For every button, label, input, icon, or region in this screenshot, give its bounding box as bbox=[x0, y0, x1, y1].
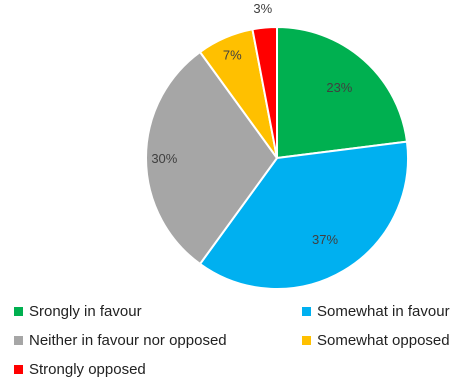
legend-item-strongly-in-favour: Srongly in favour bbox=[14, 303, 142, 320]
legend-swatch bbox=[302, 336, 311, 345]
pie-slice-neither-in-favour-nor-opposed bbox=[145, 50, 279, 266]
legend-label: Strongly opposed bbox=[29, 361, 146, 378]
slice-data-label: 23% bbox=[326, 80, 352, 95]
legend-item-strongly-opposed: Strongly opposed bbox=[14, 361, 146, 378]
pie-chart: 23% 37% 30% 7% 3% bbox=[145, 1, 409, 290]
legend-swatch bbox=[14, 307, 23, 316]
legend-swatch bbox=[302, 307, 311, 316]
legend-swatch bbox=[14, 365, 23, 374]
legend-swatch bbox=[14, 336, 23, 345]
slice-data-label: 30% bbox=[151, 151, 177, 166]
legend-label: Srongly in favour bbox=[29, 303, 142, 320]
slice-data-label: 3% bbox=[253, 1, 272, 16]
pie-slice-srongly-in-favour bbox=[276, 25, 409, 160]
legend-item-somewhat-in-favour: Somewhat in favour bbox=[302, 303, 450, 320]
legend-label: Neither in favour nor opposed bbox=[29, 332, 227, 349]
slice-data-label: 7% bbox=[223, 48, 242, 63]
legend-item-somewhat-opposed: Somewhat opposed bbox=[302, 332, 450, 349]
legend-item-neither: Neither in favour nor opposed bbox=[14, 332, 227, 349]
pie-slice-strongly-opposed bbox=[251, 25, 278, 159]
pie-slice-somewhat-in-favour bbox=[198, 140, 409, 290]
legend-label: Somewhat opposed bbox=[317, 332, 450, 349]
legend-label: Somewhat in favour bbox=[317, 303, 450, 320]
slice-data-label: 37% bbox=[312, 232, 338, 247]
